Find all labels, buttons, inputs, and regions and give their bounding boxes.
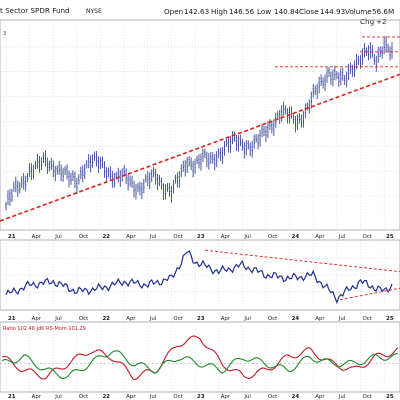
x-tick-label: 25 — [386, 234, 394, 240]
grid-lines — [0, 20, 400, 392]
x-tick-label: Jul — [54, 394, 62, 400]
rising-trendline — [0, 73, 400, 222]
x-tick-label: 25 — [386, 316, 394, 322]
x-tick-label: 25 — [386, 394, 394, 400]
low-label: Low — [257, 7, 271, 16]
x-tick-label: Oct — [362, 316, 371, 322]
x-tick-label: Oct — [173, 394, 182, 400]
high-value: 146.56 — [229, 7, 255, 16]
x-tick-label: Oct — [79, 394, 88, 400]
rs-ratio-line — [1, 335, 399, 381]
open-label: Open — [164, 7, 183, 16]
close-value: 144.93 — [320, 7, 345, 16]
x-tick-label: Jul — [54, 316, 62, 322]
exchange-label: NYSE — [86, 8, 102, 15]
x-tick-label: Jul — [338, 394, 346, 400]
x-tick-label: Apr — [221, 316, 231, 322]
x-tick-label: Apr — [126, 394, 136, 400]
price-panel-frame — [0, 19, 400, 231]
x-tick-label: Apr — [221, 234, 231, 240]
x-tick-label: Jul — [54, 234, 62, 240]
rs-momentum-line — [1, 350, 399, 379]
x-tick-label: Oct — [268, 394, 277, 400]
x-tick-label: Oct — [79, 234, 88, 240]
x-tick-label: 22 — [103, 234, 111, 240]
x-tick-label: Jul — [149, 316, 157, 322]
x-tick-label: Apr — [315, 394, 325, 400]
low-value: 140.84 — [274, 7, 300, 16]
volume-label: Volume — [345, 7, 372, 16]
x-tick-label: 24 — [292, 394, 300, 400]
x-tick-label: Oct — [173, 316, 182, 322]
x-tick-label: 22 — [103, 316, 111, 322]
x-tick-label: Oct — [79, 316, 88, 322]
fund-title: t Sector SPDR Fund — [0, 6, 70, 15]
rs-line — [5, 250, 393, 305]
x-tick-label: Oct — [268, 316, 277, 322]
x-tick-label: 23 — [197, 394, 205, 400]
x-tick-label: Jul — [243, 394, 251, 400]
x-tick-label: Apr — [32, 234, 42, 240]
trendlines — [0, 36, 400, 222]
volume-value: 56.6M — [372, 7, 394, 16]
x-tick-label: 21 — [8, 234, 16, 240]
x-tick-label: Apr — [315, 316, 325, 322]
x-tick-label: Oct — [173, 234, 182, 240]
x-tick-label: Jul — [338, 316, 346, 322]
x-tick-label: Jul — [338, 234, 346, 240]
rrg-panel-frame — [0, 321, 400, 393]
x-tick-label: Jul — [243, 234, 251, 240]
rrg-series — [0, 335, 400, 381]
x-tick-label: Apr — [32, 394, 42, 400]
rs-upper-trendline — [204, 249, 400, 273]
x-tick-label: Apr — [126, 234, 136, 240]
x-tick-label: Jul — [149, 234, 157, 240]
x-tick-label: Oct — [268, 234, 277, 240]
x-tick-label: Jul — [243, 316, 251, 322]
chg-value: +2 — [376, 17, 387, 26]
x-tick-label: 23 — [197, 234, 205, 240]
chart-header: t Sector SPDR Fund NYSE Open 142.63 High… — [0, 6, 394, 37]
rrg-legend: Ratio 102.46 JdK RS-Mom 101.29 — [3, 326, 86, 332]
x-tick-label: Apr — [126, 316, 136, 322]
rs-panel-frame — [0, 239, 400, 311]
open-value: 142.63 — [184, 7, 209, 16]
x-tick-label: 21 — [8, 394, 16, 400]
x-tick-label: Oct — [362, 234, 371, 240]
x-tick-label: 21 — [8, 316, 16, 322]
x-tick-label: 24 — [292, 316, 300, 322]
x-tick-label: Jul — [149, 394, 157, 400]
x-axis-labels: 21 21 21 Apr Apr Apr Jul Jul Jul Oct Oct Oct 22 22 22 A… — [8, 234, 394, 400]
x-tick-label: Oct — [362, 394, 371, 400]
x-tick-label: 24 — [292, 234, 300, 240]
relative-strength-series — [5, 249, 400, 305]
x-tick-label: Apr — [315, 234, 325, 240]
rs-lower-trendline — [339, 287, 400, 301]
x-tick-label: 22 — [103, 394, 111, 400]
price-panel-stub: 3 — [3, 31, 6, 37]
chg-label: Chg — [360, 17, 374, 26]
price-series — [5, 35, 393, 211]
x-tick-label: Apr — [32, 316, 42, 322]
x-tick-label: 23 — [197, 316, 205, 322]
close-label: Close — [299, 7, 319, 16]
high-label: High — [211, 7, 228, 16]
x-tick-label: Apr — [221, 394, 231, 400]
